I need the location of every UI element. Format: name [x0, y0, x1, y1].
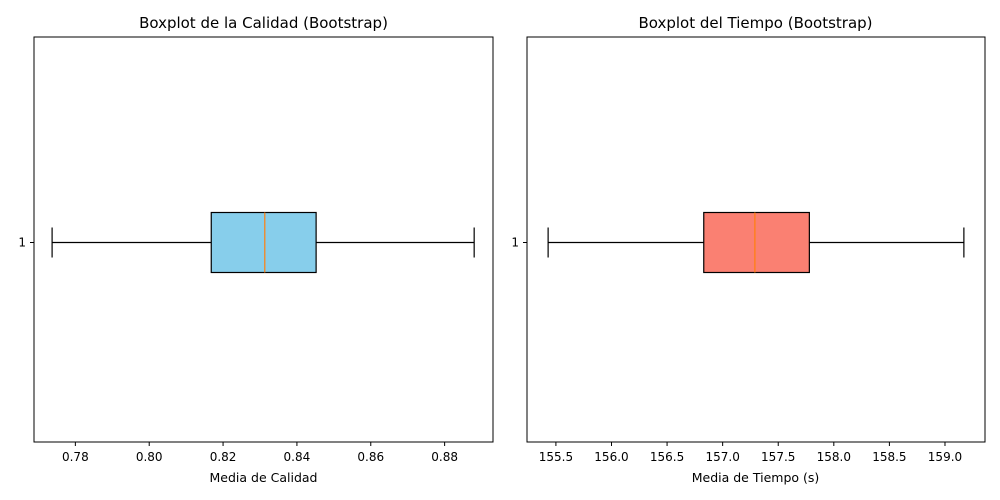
- quality-x-tick-label: 0.78: [62, 450, 89, 464]
- time-x-ticks: 155.5 156.0 156.5 157.0 157.5 158.0 158.5 159.0: [539, 442, 962, 464]
- time-x-tick-label: 157.5: [761, 450, 795, 464]
- time-x-tick-label: 159.0: [928, 450, 962, 464]
- quality-y-ticks: 1: [18, 236, 34, 250]
- time-plot-area: [526, 36, 986, 443]
- time-boxplot-panel: Boxplot del Tiempo (Bootstrap) 155.5 156.…: [511, 14, 986, 485]
- quality-x-axis-label: Media de Calidad: [210, 470, 318, 485]
- quality-iqr-box: [210, 211, 317, 274]
- time-x-tick-label: 155.5: [539, 450, 573, 464]
- time-x-tick-label: 156.5: [650, 450, 684, 464]
- quality-x-tick-label: 0.80: [136, 450, 163, 464]
- quality-x-tick-label: 0.84: [284, 450, 311, 464]
- quality-boxplot-panel: Boxplot de la Calidad (Bootstrap) 0.78 0.…: [18, 14, 494, 485]
- quality-x-tick-label: 0.86: [357, 450, 384, 464]
- time-y-tick-label: 1: [511, 236, 519, 250]
- time-x-tick-label: 158.0: [817, 450, 851, 464]
- time-box-series: [547, 211, 965, 274]
- time-chart-title: Boxplot del Tiempo (Bootstrap): [638, 14, 872, 32]
- time-x-axis-label: Media de Tiempo (s): [692, 470, 820, 485]
- time-x-tick-label: 156.0: [594, 450, 628, 464]
- quality-plot-area: [33, 36, 494, 443]
- quality-x-tick-label: 0.82: [210, 450, 237, 464]
- quality-chart-title: Boxplot de la Calidad (Bootstrap): [139, 14, 388, 32]
- quality-x-ticks: 0.78 0.80 0.82 0.84 0.86 0.88: [62, 442, 458, 464]
- time-x-tick-label: 158.5: [872, 450, 906, 464]
- time-iqr-box: [703, 211, 810, 274]
- time-y-ticks: 1: [511, 236, 527, 250]
- quality-box-series: [51, 211, 475, 274]
- quality-x-tick-label: 0.88: [431, 450, 458, 464]
- time-x-tick-label: 157.0: [705, 450, 739, 464]
- quality-y-tick-label: 1: [18, 236, 26, 250]
